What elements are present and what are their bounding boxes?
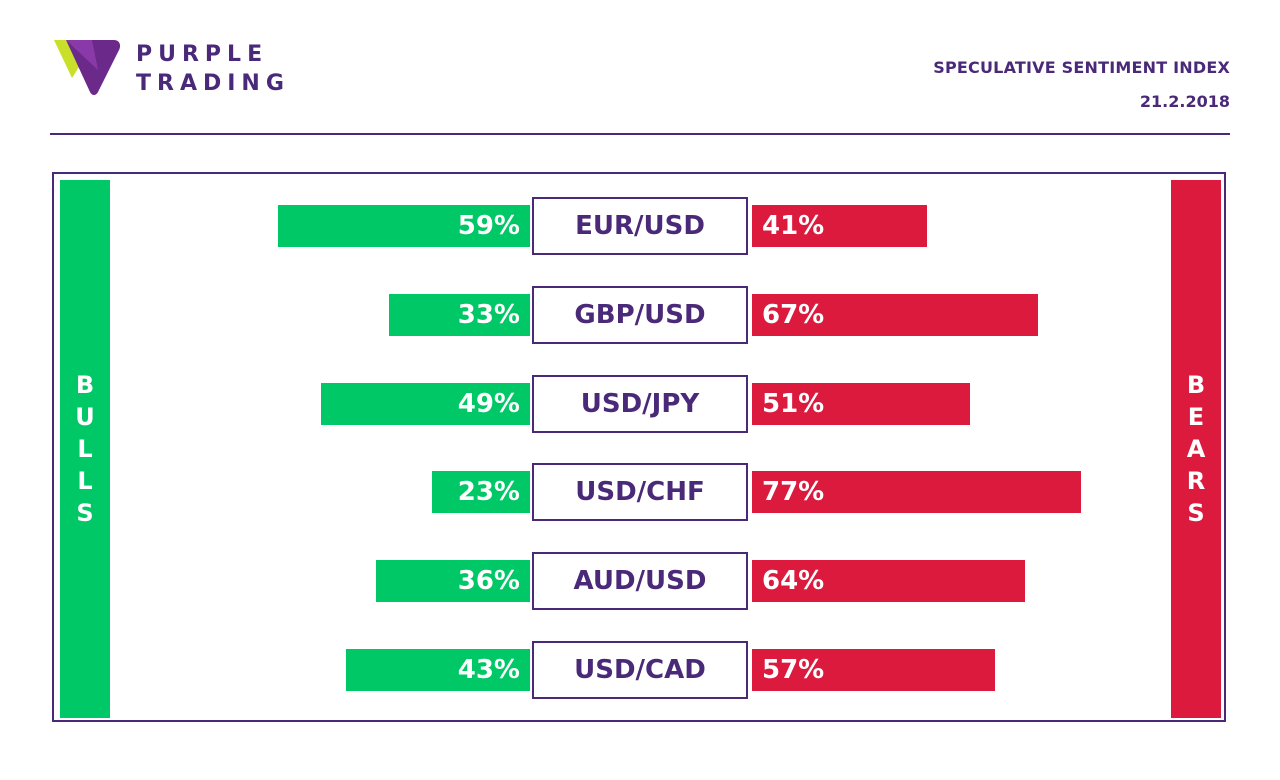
- bear-bar: 57%: [752, 649, 996, 691]
- bulls-letter: S: [76, 499, 94, 527]
- logo-mark-icon: [54, 40, 121, 95]
- chart-frame: [52, 172, 1226, 722]
- bulls-letter: U: [75, 403, 95, 431]
- bear-bar: 64%: [752, 560, 1026, 603]
- currency-pair-label: EUR/USD: [532, 197, 748, 255]
- page-title: SPECULATIVE SENTIMENT INDEX: [933, 58, 1230, 77]
- bear-bar: 67%: [752, 293, 1039, 336]
- header-divider: [50, 133, 1230, 135]
- currency-pair-label: USD/CAD: [532, 641, 748, 699]
- bears-letter: B: [1186, 371, 1206, 399]
- bulls-letter: L: [77, 467, 93, 495]
- bear-bar: 51%: [752, 382, 970, 425]
- bears-letter: R: [1186, 467, 1206, 495]
- bull-bar: 33%: [389, 293, 530, 336]
- bears-letter: A: [1186, 435, 1206, 463]
- bull-bar: 43%: [346, 649, 530, 691]
- bear-bar: 41%: [752, 205, 928, 247]
- bears-letter: S: [1187, 499, 1205, 527]
- bulls-letter: L: [77, 435, 93, 463]
- bear-bar: 77%: [752, 471, 1081, 514]
- currency-pair-label: USD/JPY: [532, 374, 748, 433]
- bears-letter: E: [1187, 403, 1205, 431]
- currency-pair-label: GBP/USD: [532, 285, 748, 344]
- bull-bar: 23%: [431, 471, 530, 514]
- brand-name-line1: PURPLE: [136, 42, 269, 67]
- currency-pair-label: USD/CHF: [532, 463, 748, 522]
- bulls-letter: B: [75, 371, 95, 399]
- report-date: 21.2.2018: [1139, 92, 1230, 111]
- purple-trading-logo: PURPLE TRADING: [52, 40, 312, 100]
- bull-bar: 49%: [320, 382, 530, 425]
- bull-bar: 59%: [278, 205, 530, 247]
- brand-name-line2: TRADING: [136, 71, 290, 96]
- bull-bar: 36%: [376, 560, 530, 603]
- currency-pair-label: AUD/USD: [532, 552, 748, 611]
